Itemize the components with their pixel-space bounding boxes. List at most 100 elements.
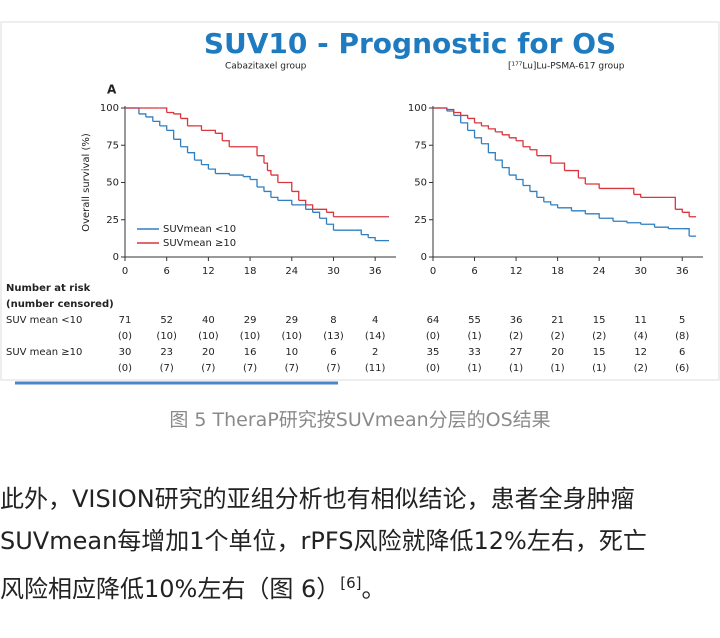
risk-count: 21 [551,315,564,326]
y-tick-label: 100 [408,103,427,114]
censored-count: (7) [243,363,257,374]
survival-step [277,199,293,205]
risk-count: 8 [330,315,336,326]
survival-step [277,181,293,192]
survival-step [187,152,196,161]
censored-count: (0) [426,363,440,374]
survival-step [516,178,524,186]
survival-step [633,193,642,198]
survival-step [312,208,328,213]
survival-step [215,132,223,141]
survival-step [319,217,328,225]
survival-step [194,159,203,165]
survival-step [640,223,656,228]
legend-label: SUVmean <10 [163,224,236,235]
censored-count: (1) [509,363,523,374]
risk-count: 20 [202,347,215,358]
survival-step [626,222,642,225]
survival-step [180,146,189,153]
y-tick-label: 100 [100,103,119,114]
risk-count: 23 [160,347,173,358]
risk-title: (number censored) [6,299,114,310]
censored-count: (10) [156,331,177,342]
survival-step [502,134,510,138]
citation: [6] [340,574,362,592]
x-tick-label: 18 [244,266,257,277]
survival-step [509,174,517,180]
figure-title: SUV10 - Prognostic for OS [204,27,616,60]
survival-step [173,138,182,147]
survival-step [495,131,503,135]
survival-step [446,108,455,113]
risk-count: 27 [510,347,523,358]
survival-step [180,117,189,126]
censored-count: (6) [675,363,689,374]
risk-count: 29 [285,315,298,326]
x-tick-label: 0 [430,266,436,277]
survival-step [481,143,490,153]
censored-count: (2) [551,331,565,342]
risk-count: 40 [202,315,215,326]
censored-count: (7) [160,363,174,374]
survival-step [460,122,469,131]
survival-step [305,204,314,210]
survival-step [194,125,203,131]
censored-count: (1) [592,363,606,374]
body-line: 此外，VISION研究的亚组分析也有相似结论，患者全身肿瘤 [0,485,635,513]
survival-step [585,183,600,189]
survival-step [682,211,690,217]
survival-step [270,196,279,201]
x-tick-label: 6 [164,266,170,277]
survival-step [354,229,362,235]
censored-count: (1) [467,363,481,374]
survival-step [368,236,376,241]
survival-step [550,162,566,171]
survival-step [250,178,258,187]
survival-step [516,140,524,147]
censored-count: (10) [282,331,303,342]
risk-count: 35 [427,347,440,358]
x-tick-label: 18 [551,266,564,277]
risk-count: 15 [593,315,606,326]
survival-step [326,223,335,231]
risk-count: 29 [244,315,257,326]
y-tick-label: 25 [106,215,119,226]
y-tick-label: 0 [421,252,427,263]
body-text: 此外，VISION研究的亚组分析也有相似结论，患者全身肿瘤 SUVmean每增加… [0,478,720,604]
censored-count: (2) [634,363,648,374]
censored-count: (2) [592,331,606,342]
censored-count: (1) [467,331,481,342]
survival-step [326,211,335,217]
survival-step [529,149,538,156]
risk-count: 52 [160,315,173,326]
survival-step [578,177,586,184]
survival-step [257,186,265,192]
survival-step [270,174,279,183]
body-end: 。 [361,575,386,603]
risk-count: 4 [372,315,378,326]
survival-step [509,137,517,141]
x-tick-label: 0 [122,266,128,277]
survival-step [529,190,538,198]
survival-step [495,159,503,168]
survival-step [267,169,272,176]
survival-step [613,220,628,223]
panel-label: A [107,83,117,97]
row-label: SUV mean ≥10 [6,347,82,358]
survival-step [166,111,175,114]
censored-count: (7) [326,363,340,374]
survival-step [312,211,321,219]
survival-step [298,199,307,205]
survival-step [626,187,635,195]
caption: 图 5 TheraP研究按SUVmean分层的OS结果 [169,409,551,431]
censored-count: (10) [198,331,219,342]
risk-count: 33 [468,347,481,358]
survival-step [474,122,483,126]
survival-step [201,163,210,170]
survival-step [291,190,300,201]
survival-step [159,107,168,113]
censored-count: (0) [118,331,132,342]
risk-title: Number at risk [6,283,91,294]
survival-step [152,120,161,126]
